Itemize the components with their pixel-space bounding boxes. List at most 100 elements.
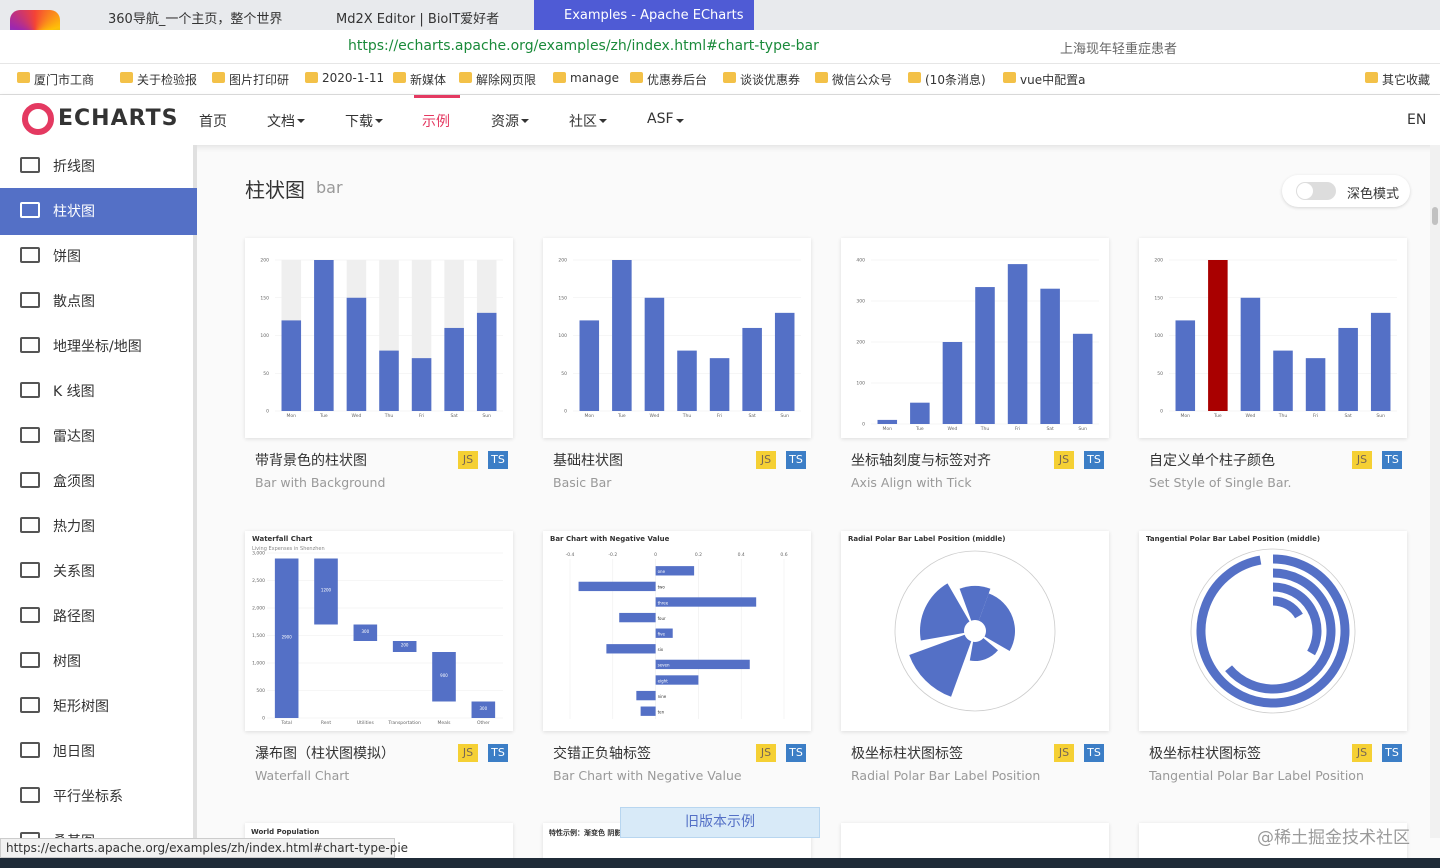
badge-ts[interactable]: TS: [488, 744, 508, 762]
bookmark[interactable]: manage: [553, 71, 619, 85]
scrollbar-thumb: [1432, 207, 1438, 225]
sidebar-item[interactable]: 路径图: [53, 609, 95, 625]
search-box[interactable]: 上海现年轻重症患者: [1060, 42, 1178, 57]
y-tick-label: 100: [856, 381, 865, 387]
card-title[interactable]: 带背景色的柱状图: [255, 453, 367, 469]
sidebar-item[interactable]: 散点图: [53, 294, 95, 310]
card-title[interactable]: 极坐标柱状图标签: [851, 746, 963, 762]
echarts-icon: [22, 103, 54, 135]
nav-item[interactable]: ASF: [647, 111, 684, 127]
badge-ts[interactable]: TS: [1382, 451, 1402, 469]
dark-mode-label[interactable]: 深色模式: [1347, 187, 1400, 202]
card-title[interactable]: 交错正负轴标签: [553, 746, 651, 762]
bookmark[interactable]: 微信公众号: [815, 71, 892, 88]
sidebar-icon: [20, 202, 40, 218]
badge-js[interactable]: JS: [1054, 451, 1074, 469]
badge-ts[interactable]: TS: [488, 451, 508, 469]
bookmark[interactable]: 谈谈优惠券: [723, 71, 800, 88]
example-card[interactable]: 0 50 100 150 200 Mon Tue Wed Thu Fri Sat Sun: [543, 238, 811, 438]
x-tick-label: Thu: [682, 413, 692, 419]
card-title[interactable]: 自定义单个柱子颜色: [1149, 453, 1275, 469]
sidebar-item[interactable]: 盒须图: [53, 474, 95, 490]
bookmark[interactable]: 关于检验报: [120, 71, 197, 88]
tab[interactable]: 360导航_一个主页，整个世界: [108, 12, 283, 27]
bar: [774, 312, 795, 411]
sidebar-item[interactable]: 饼图: [53, 249, 81, 265]
bar-label: 300: [362, 629, 370, 634]
example-card[interactable]: Radial Polar Bar Label Position (middle): [841, 531, 1109, 731]
badge-js[interactable]: JS: [1352, 451, 1372, 469]
badge-ts[interactable]: TS: [1084, 744, 1104, 762]
card-title[interactable]: 极坐标柱状图标签: [1149, 746, 1261, 762]
bookmark[interactable]: 优惠券后台: [630, 71, 707, 88]
sidebar-item[interactable]: 旭日图: [53, 744, 95, 760]
bar: [655, 597, 757, 607]
bookmark[interactable]: (10条消息): [908, 71, 986, 88]
bookmark[interactable]: 其它收藏: [1365, 71, 1430, 88]
sidebar-item[interactable]: 关系图: [53, 564, 95, 580]
bookmark[interactable]: 新媒体: [393, 71, 446, 88]
badge-js[interactable]: JS: [756, 744, 776, 762]
badge-js[interactable]: JS: [458, 744, 478, 762]
bookmark[interactable]: 图片打印研: [212, 71, 289, 88]
sidebar-item[interactable]: 树图: [53, 654, 81, 670]
badge-ts[interactable]: TS: [1382, 744, 1402, 762]
nav-item[interactable]: 示例: [422, 114, 450, 130]
logo-text[interactable]: ECHARTS: [58, 106, 179, 131]
badge-js[interactable]: JS: [458, 451, 478, 469]
bookmark[interactable]: 解除网页限: [459, 71, 536, 88]
badge-ts[interactable]: TS: [1084, 451, 1104, 469]
sidebar-item[interactable]: 柱状图: [53, 204, 95, 220]
old-version-toast[interactable]: 旧版本示例: [620, 807, 820, 838]
sidebar-item[interactable]: K 线图: [53, 384, 95, 400]
example-card[interactable]: Bar Chart with Negative Value -0.4 -0.2 0 0.…: [543, 531, 811, 731]
thumbnail: 0 50 100 150 200 Mon Tue Wed Thu Fri Sat Sun: [1154, 258, 1397, 419]
example-card[interactable]: 0 50 100 150 200 Mon Tue Wed Thu Fri Sat Sun: [1139, 238, 1407, 438]
x-tick-label: Rent: [321, 720, 332, 726]
nav-item[interactable]: 文档: [267, 111, 305, 131]
y-tick-label: 0: [262, 716, 265, 722]
tab[interactable]: Md2X Editor | BioIT爱好者: [336, 12, 500, 27]
badge-ts[interactable]: TS: [786, 451, 806, 469]
nav-item[interactable]: 首页: [199, 114, 227, 130]
sidebar-icon: [20, 697, 40, 713]
badge-js[interactable]: JS: [756, 451, 776, 469]
bookmark[interactable]: 厦门市工商: [17, 71, 94, 88]
sidebar-item[interactable]: 矩形树图: [53, 699, 109, 715]
bar: [677, 350, 697, 411]
bar: [353, 624, 378, 641]
sidebar-item[interactable]: 热力图: [53, 519, 95, 535]
x-tick-label: Tue: [617, 413, 626, 419]
lang[interactable]: EN: [1407, 112, 1427, 128]
card-title[interactable]: 坐标轴刻度与标签对齐: [851, 453, 991, 469]
sidebar-icon: [20, 382, 40, 398]
example-card[interactable]: 0 100 200 300 400 Mon Tue Wed Thu Fri Sat Sun: [841, 238, 1109, 438]
example-card[interactable]: Waterfall Chart Living Expenses in Shenzh…: [245, 531, 513, 731]
address-url[interactable]: https://echarts.apache.org/examples/zh/i…: [348, 38, 819, 54]
sidebar-item[interactable]: 雷达图: [53, 429, 95, 445]
card-title[interactable]: 基础柱状图: [553, 453, 623, 469]
tab[interactable]: Examples - Apache ECharts: [534, 0, 754, 30]
example-card[interactable]: 0 50 100 150 200 Mon Tue Wed Thu Fri Sat Sun: [245, 238, 513, 438]
x-tick-label: Wed: [948, 426, 958, 432]
nav-item[interactable]: 资源: [491, 111, 529, 131]
x-tick-label: Wed: [352, 413, 362, 419]
x-tick-label: Mon: [883, 426, 893, 432]
sidebar-item[interactable]: 平行坐标系: [53, 789, 123, 805]
bookmark[interactable]: vue中配置a: [1003, 71, 1085, 88]
badge-ts[interactable]: TS: [786, 744, 806, 762]
y-tick-label: 50: [561, 371, 567, 377]
card-title[interactable]: 瀑布图（柱状图模拟）: [255, 746, 395, 762]
scrollbar: [1430, 145, 1440, 838]
badge-js[interactable]: JS: [1054, 744, 1074, 762]
y-tick-label: 200: [558, 258, 567, 264]
nav-item[interactable]: 下载: [345, 111, 383, 131]
bookmark[interactable]: 2020-1-11: [305, 71, 384, 85]
sidebar-icon: [20, 472, 40, 488]
nav-item[interactable]: 社区: [569, 111, 607, 131]
badge-js[interactable]: JS: [1352, 744, 1372, 762]
example-card[interactable]: Tangential Polar Bar Label Position (mid…: [1139, 531, 1407, 731]
sidebar-item[interactable]: 地理坐标/地图: [53, 339, 142, 355]
y-tick-label: 1,500: [252, 633, 265, 639]
sidebar-item[interactable]: 折线图: [53, 159, 95, 175]
